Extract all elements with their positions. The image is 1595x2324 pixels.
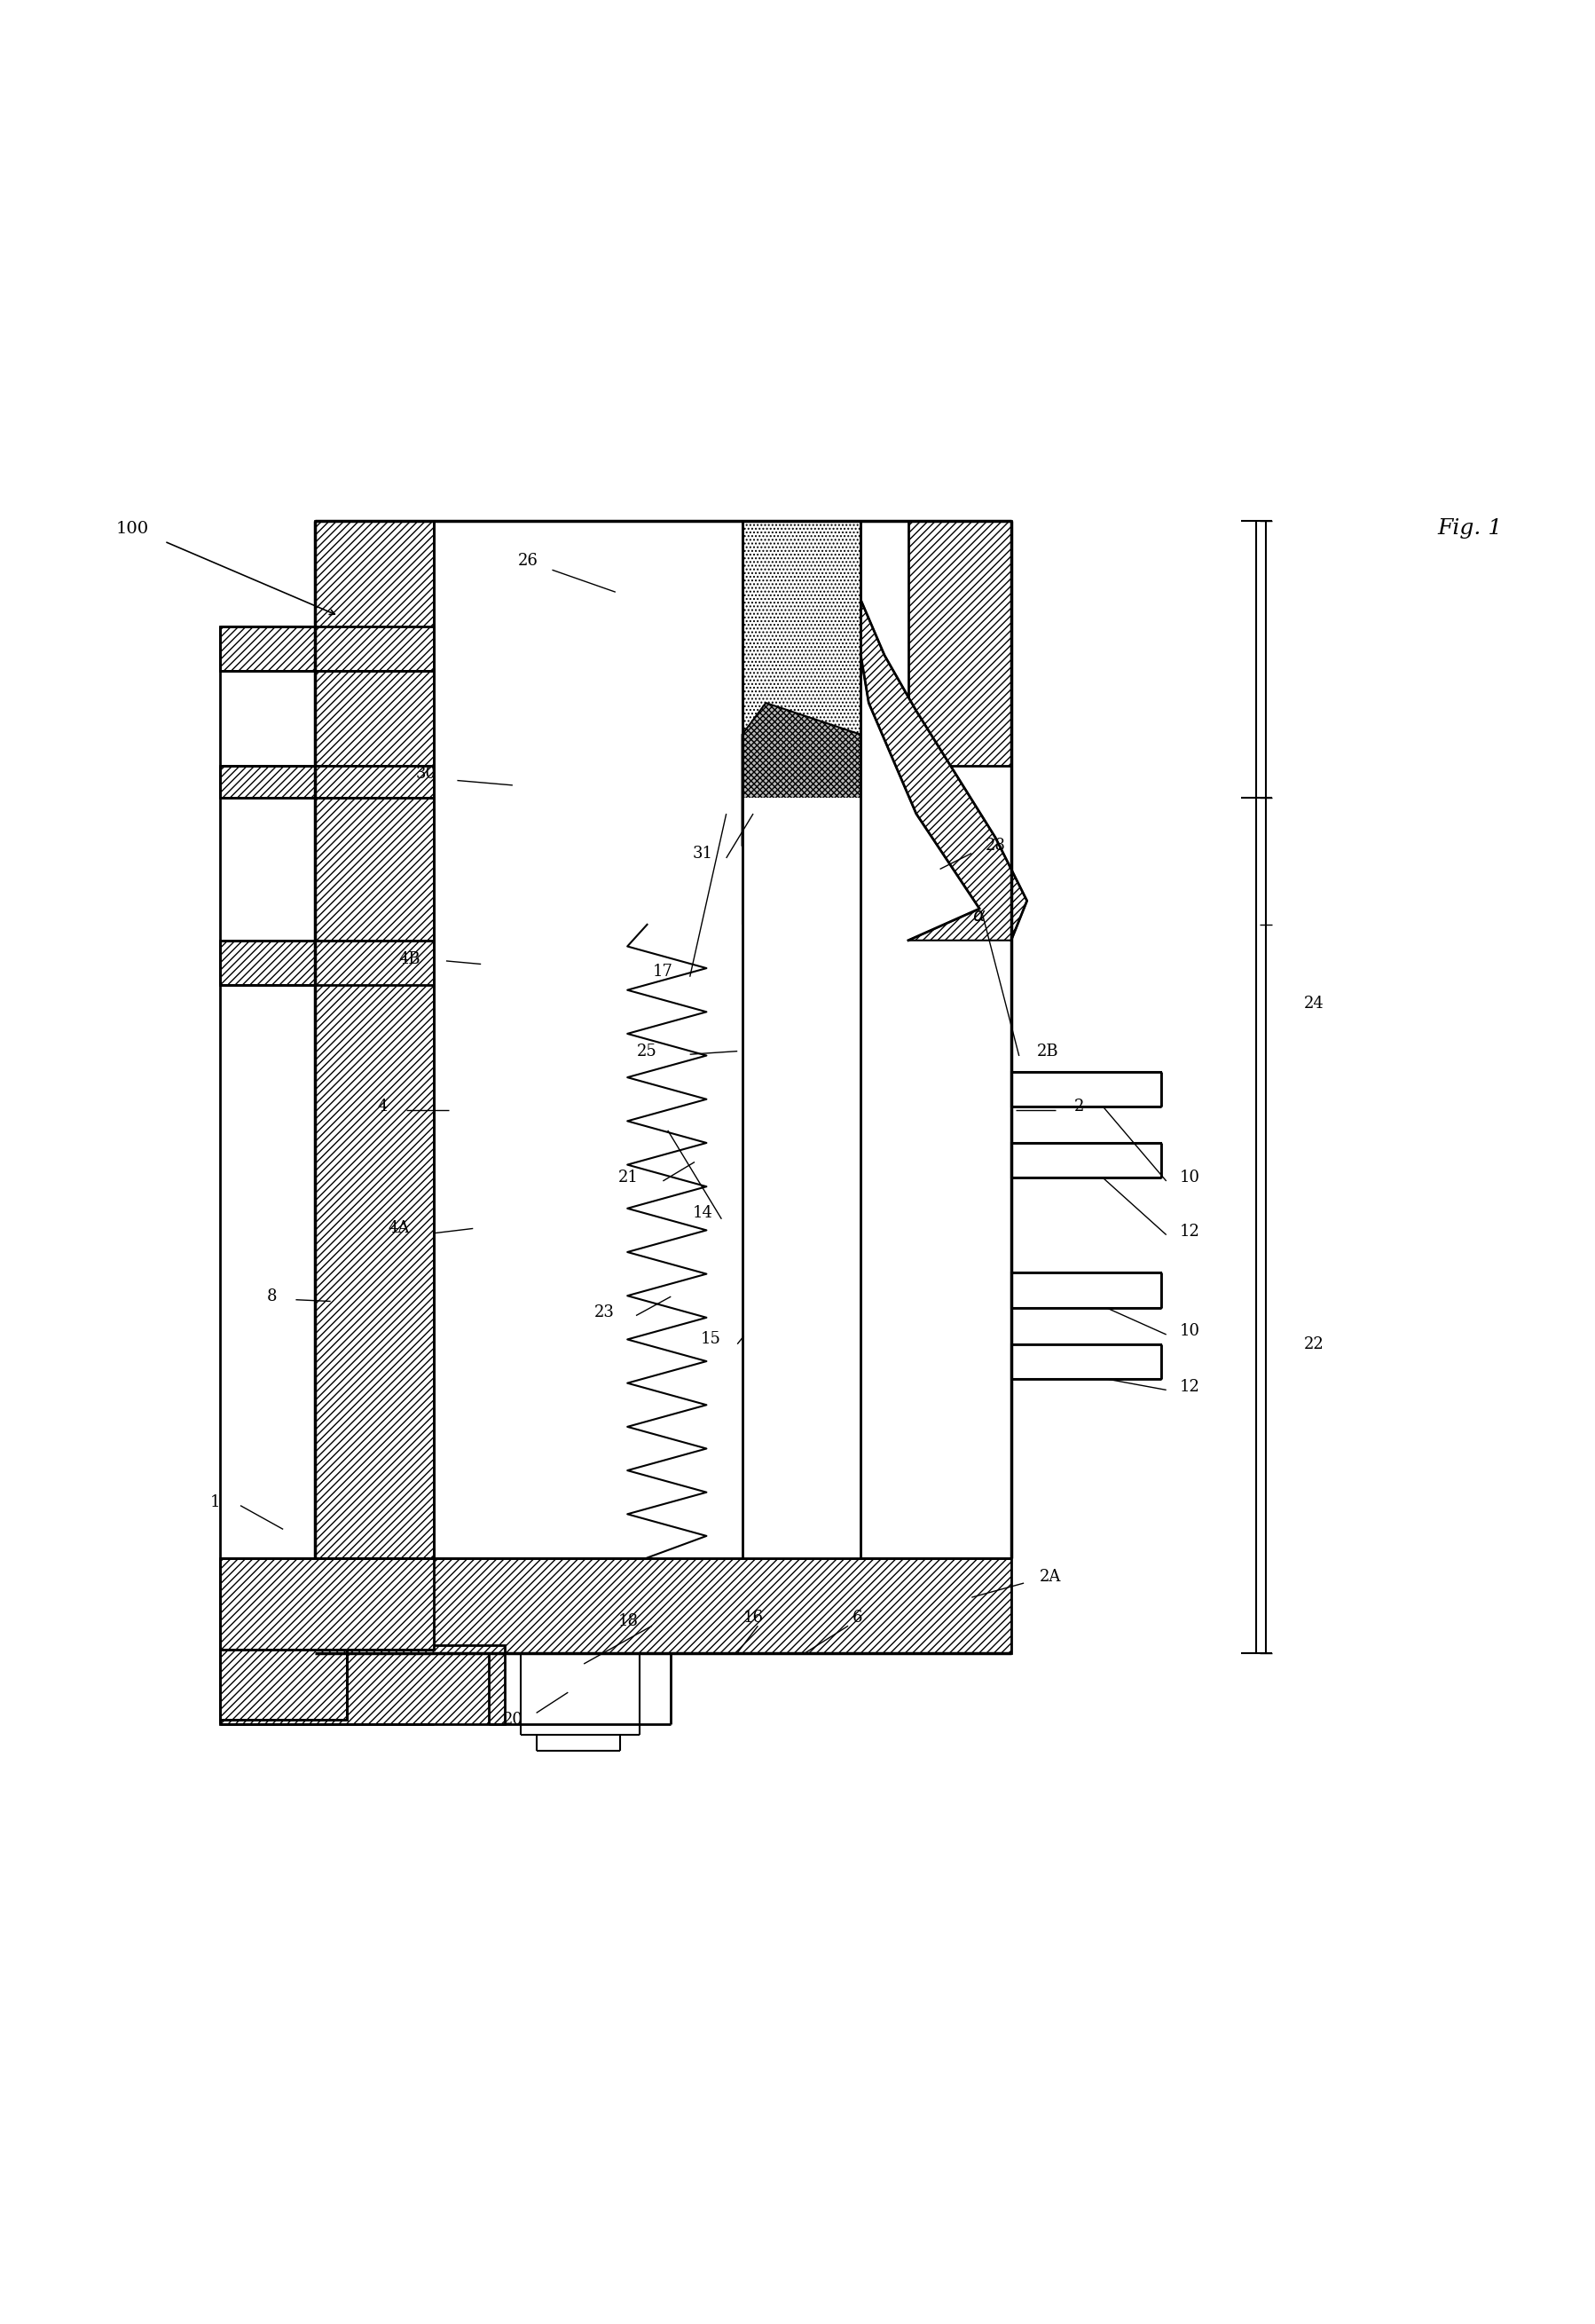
Text: 30: 30 (415, 767, 435, 783)
Bar (220, 767, 434, 797)
Bar (314, 1557, 1011, 1652)
Text: 25: 25 (636, 1043, 657, 1060)
Text: 4: 4 (378, 1099, 388, 1116)
Bar (220, 1557, 434, 1650)
Text: 4A: 4A (388, 1220, 410, 1236)
Text: 8: 8 (266, 1287, 278, 1304)
Bar (908, 521, 1011, 767)
Text: 100: 100 (116, 521, 150, 537)
Text: 4B: 4B (399, 951, 421, 967)
Text: 15: 15 (700, 1332, 721, 1348)
Text: 14: 14 (692, 1204, 713, 1220)
Text: $\alpha$: $\alpha$ (973, 909, 986, 925)
Text: 17: 17 (652, 964, 673, 981)
Polygon shape (742, 702, 861, 846)
Text: 2A: 2A (1040, 1569, 1062, 1585)
Bar (1011, 1071, 1161, 1106)
Text: 20: 20 (502, 1710, 523, 1727)
Text: 31: 31 (692, 846, 713, 862)
Polygon shape (861, 600, 1027, 941)
Polygon shape (627, 925, 861, 1557)
Text: 10: 10 (1180, 1169, 1199, 1185)
Text: 12: 12 (1180, 1225, 1199, 1239)
Bar (314, 797, 434, 1557)
Text: 28: 28 (986, 837, 1005, 853)
Text: 26: 26 (518, 553, 539, 569)
Text: 10: 10 (1180, 1322, 1199, 1339)
Text: 23: 23 (595, 1304, 614, 1320)
Bar (742, 797, 861, 1557)
Bar (220, 1650, 346, 1720)
Text: 24: 24 (1305, 995, 1324, 1011)
Text: 6: 6 (853, 1611, 863, 1627)
Bar (1011, 1143, 1161, 1178)
Bar (1011, 1343, 1161, 1378)
Text: 21: 21 (617, 1169, 638, 1185)
Text: 12: 12 (1180, 1378, 1199, 1394)
Text: 2B: 2B (1037, 1043, 1059, 1060)
Text: 2: 2 (1073, 1099, 1085, 1116)
Text: 18: 18 (617, 1613, 638, 1629)
Bar (314, 521, 434, 767)
Text: 16: 16 (743, 1611, 764, 1627)
Bar (1011, 1274, 1161, 1308)
Text: 22: 22 (1305, 1336, 1324, 1353)
Text: 1: 1 (211, 1494, 220, 1511)
Bar (220, 627, 434, 672)
Bar (220, 941, 434, 985)
Text: Fig. 1: Fig. 1 (1437, 518, 1502, 539)
Bar (220, 1645, 504, 1724)
Bar (742, 521, 861, 1557)
